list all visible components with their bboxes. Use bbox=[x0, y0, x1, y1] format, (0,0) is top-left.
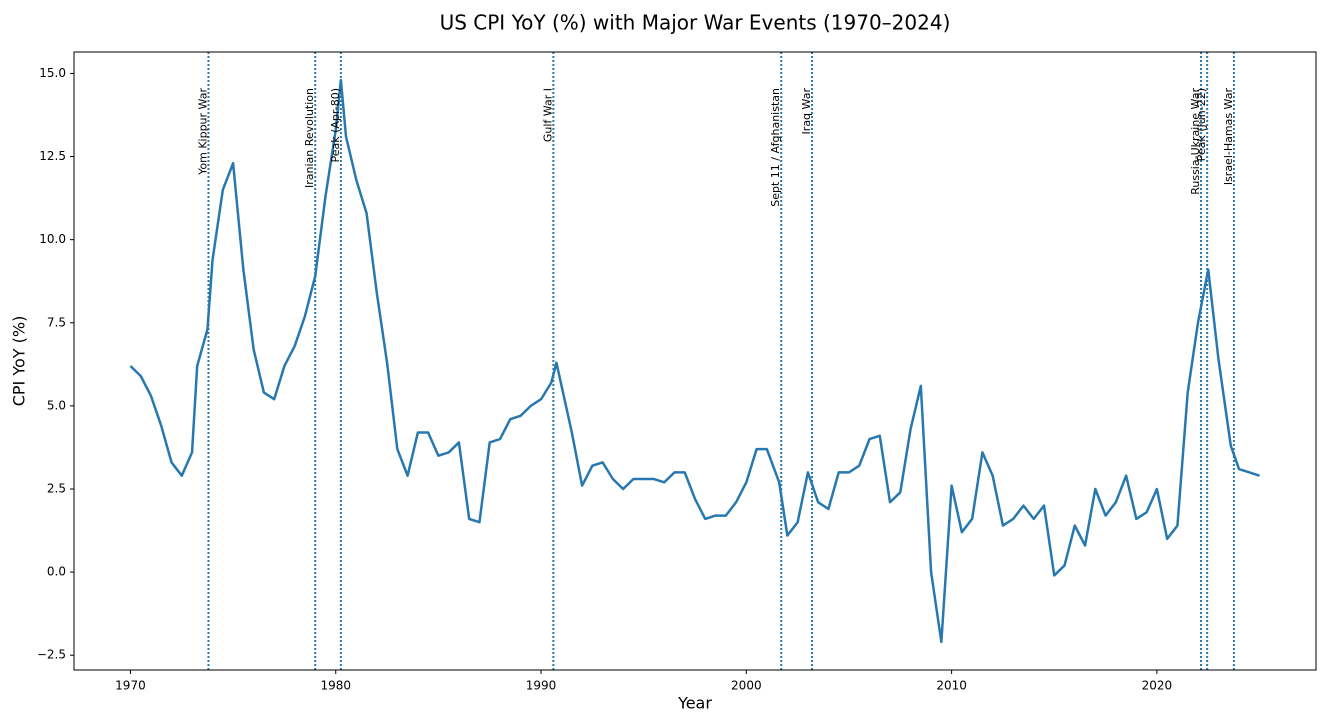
y-tick-label: 2.5 bbox=[47, 481, 66, 495]
y-tick-label: 10.0 bbox=[39, 232, 66, 246]
event-label: Israel-Hamas War bbox=[1222, 88, 1235, 186]
event-label: Iranian Revolution bbox=[303, 88, 316, 188]
x-tick-label: 2020 bbox=[1142, 679, 1173, 693]
x-tick-label: 1980 bbox=[320, 679, 351, 693]
y-tick-label: −2.5 bbox=[37, 648, 66, 662]
y-tick-label: 5.0 bbox=[47, 398, 66, 412]
y-axis-label: CPI YoY (%) bbox=[10, 316, 29, 407]
y-tick-label: 7.5 bbox=[47, 315, 66, 329]
event-label: Peak (Apr-80) bbox=[329, 88, 342, 163]
y-tick-label: 15.0 bbox=[39, 66, 66, 80]
event-label: Yom Kippur War bbox=[196, 88, 209, 176]
y-tick-label: 12.5 bbox=[39, 149, 66, 163]
x-tick-label: 1970 bbox=[115, 679, 146, 693]
y-tick-label: 0.0 bbox=[47, 565, 66, 579]
event-label: Iraq War bbox=[800, 88, 813, 135]
x-tick-label: 1990 bbox=[526, 679, 557, 693]
event-label: Sept 11 / Afghanistan bbox=[769, 88, 782, 207]
event-label: Gulf War I bbox=[541, 88, 554, 142]
chart-title: US CPI YoY (%) with Major War Events (19… bbox=[440, 11, 951, 35]
x-tick-label: 2010 bbox=[936, 679, 967, 693]
x-tick-label: 2000 bbox=[731, 679, 762, 693]
plot-frame bbox=[73, 51, 1317, 671]
cpi-line bbox=[129, 78, 1260, 644]
event-label: Russia-Ukraine War bbox=[1189, 88, 1202, 195]
event-label: Peak (Jun-22) bbox=[1195, 88, 1208, 161]
x-axis-label: Year bbox=[677, 694, 712, 713]
